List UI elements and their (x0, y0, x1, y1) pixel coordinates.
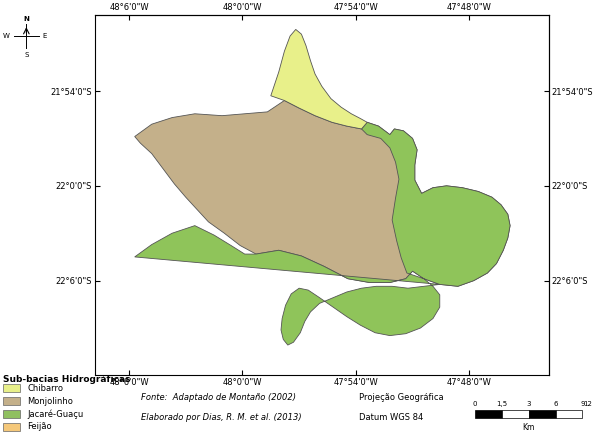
Text: E: E (42, 33, 47, 39)
Bar (3, 397, 20, 405)
Text: Chibarro: Chibarro (28, 384, 64, 393)
Text: 0: 0 (473, 401, 478, 407)
Polygon shape (135, 122, 510, 345)
Polygon shape (271, 30, 367, 129)
Text: W: W (3, 33, 10, 39)
Text: Sub-bacias Hidrográficas: Sub-bacias Hidrográficas (3, 375, 131, 385)
Text: 9: 9 (580, 401, 585, 407)
Polygon shape (135, 101, 413, 283)
Text: 1,5: 1,5 (497, 401, 508, 407)
Text: 6: 6 (554, 401, 558, 407)
Text: Projeção Geográfica: Projeção Geográfica (359, 393, 443, 402)
Text: Datum WGS 84: Datum WGS 84 (359, 413, 423, 422)
Polygon shape (390, 129, 510, 286)
Text: Monjolinho: Monjolinho (28, 397, 74, 406)
Text: N: N (23, 16, 29, 22)
Text: Fonte:  Adaptado de Montaño (2002): Fonte: Adaptado de Montaño (2002) (141, 393, 296, 402)
Text: 12: 12 (583, 401, 592, 407)
Text: S: S (24, 52, 29, 58)
Text: Elaborado por Dias, R. M. et al. (2013): Elaborado por Dias, R. M. et al. (2013) (141, 413, 302, 422)
Text: Km: Km (522, 423, 535, 432)
Bar (3, 410, 20, 418)
Text: Feijão: Feijão (28, 422, 52, 431)
Bar (3, 384, 20, 392)
Text: Jacaré-Guaçu: Jacaré-Guaçu (28, 409, 84, 419)
Text: 3: 3 (527, 401, 531, 407)
Bar (3, 423, 20, 431)
